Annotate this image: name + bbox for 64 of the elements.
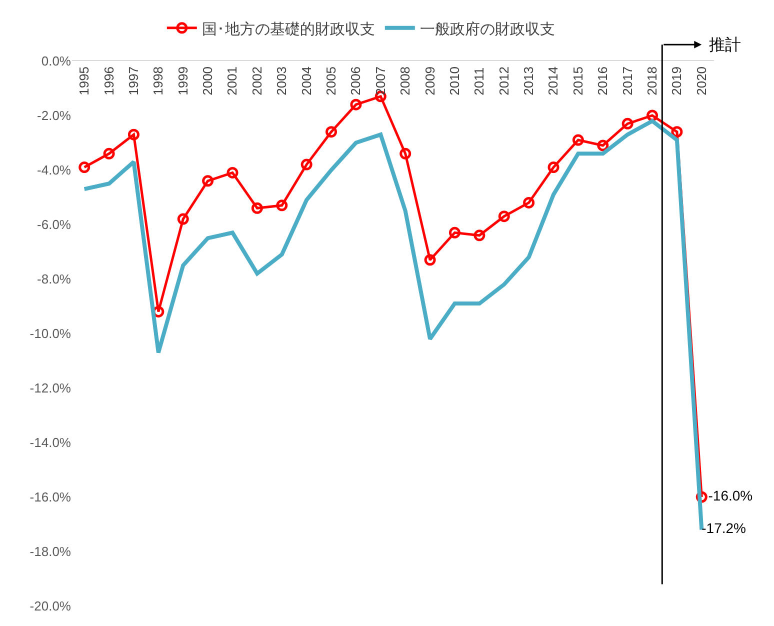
x-tick-label: 2004 xyxy=(298,66,314,96)
y-tick-label: -6.0% xyxy=(37,217,72,232)
y-tick-label: -14.0% xyxy=(30,435,72,450)
y-tick-label: -2.0% xyxy=(37,108,72,124)
x-tick-label: 2011 xyxy=(472,67,487,96)
data-label: -17.2% xyxy=(702,520,746,536)
x-tick-label: 2006 xyxy=(348,66,364,96)
point xyxy=(523,196,535,208)
point xyxy=(202,175,214,187)
x-tick-label: 2002 xyxy=(249,66,264,96)
y-tick-label: -10.0% xyxy=(30,326,72,342)
point xyxy=(498,210,510,222)
point xyxy=(177,213,189,225)
point xyxy=(350,98,362,110)
x-tick-label: 1996 xyxy=(101,66,116,96)
x-tick-label: 2000 xyxy=(200,66,216,96)
x-tick-label: 2013 xyxy=(521,66,536,96)
x-tick-label: 1998 xyxy=(150,66,166,96)
y-tick-label: -18.0% xyxy=(30,544,72,560)
x-tick-label: 2010 xyxy=(446,66,462,96)
y-tick-label: -16.0% xyxy=(30,490,72,505)
point xyxy=(78,162,90,174)
x-tick-label: 2009 xyxy=(422,66,438,96)
x-tick-label: 2015 xyxy=(570,66,586,96)
point xyxy=(251,202,263,214)
point xyxy=(572,134,584,146)
legend-label: 国･地方の基礎的財政収支 xyxy=(202,20,375,38)
point xyxy=(128,128,140,140)
point xyxy=(326,126,338,138)
point xyxy=(448,226,460,238)
point xyxy=(597,140,609,152)
x-tick-label: 2003 xyxy=(274,66,290,96)
legend-label: 一般政府の財政収支 xyxy=(420,20,555,38)
point xyxy=(671,126,683,138)
x-tick-label: 1995 xyxy=(76,66,92,96)
point xyxy=(226,166,238,178)
point xyxy=(424,254,436,266)
x-tick-label: 2020 xyxy=(694,66,709,96)
x-tick-label: 1997 xyxy=(126,66,141,96)
x-tick-label: 2008 xyxy=(398,66,413,96)
x-tick-label: 2012 xyxy=(496,66,512,96)
y-tick-label: -4.0% xyxy=(37,162,72,178)
x-tick-label: 2005 xyxy=(323,66,338,96)
point xyxy=(548,162,560,174)
y-tick-label: 0.0% xyxy=(41,54,72,69)
y-tick-label: -8.0% xyxy=(37,272,72,287)
point xyxy=(622,118,634,130)
point xyxy=(276,200,288,212)
x-tick-label: 1999 xyxy=(175,66,190,96)
x-tick-label: 2014 xyxy=(546,66,561,96)
x-tick-label: 2018 xyxy=(644,66,660,96)
point xyxy=(300,158,312,170)
point xyxy=(400,148,412,160)
x-tick-label: 2019 xyxy=(669,66,684,96)
x-tick-label: 2007 xyxy=(372,66,388,96)
point xyxy=(103,148,115,160)
data-label: -16.0% xyxy=(708,488,753,504)
x-tick-label: 2017 xyxy=(620,66,635,96)
ref-line-label: 推計 xyxy=(709,36,741,54)
y-tick-label: -20.0% xyxy=(30,598,72,614)
point xyxy=(474,230,486,242)
x-tick-label: 2001 xyxy=(224,66,240,96)
y-tick-label: -12.0% xyxy=(30,380,72,396)
x-tick-label: 2016 xyxy=(595,66,610,96)
